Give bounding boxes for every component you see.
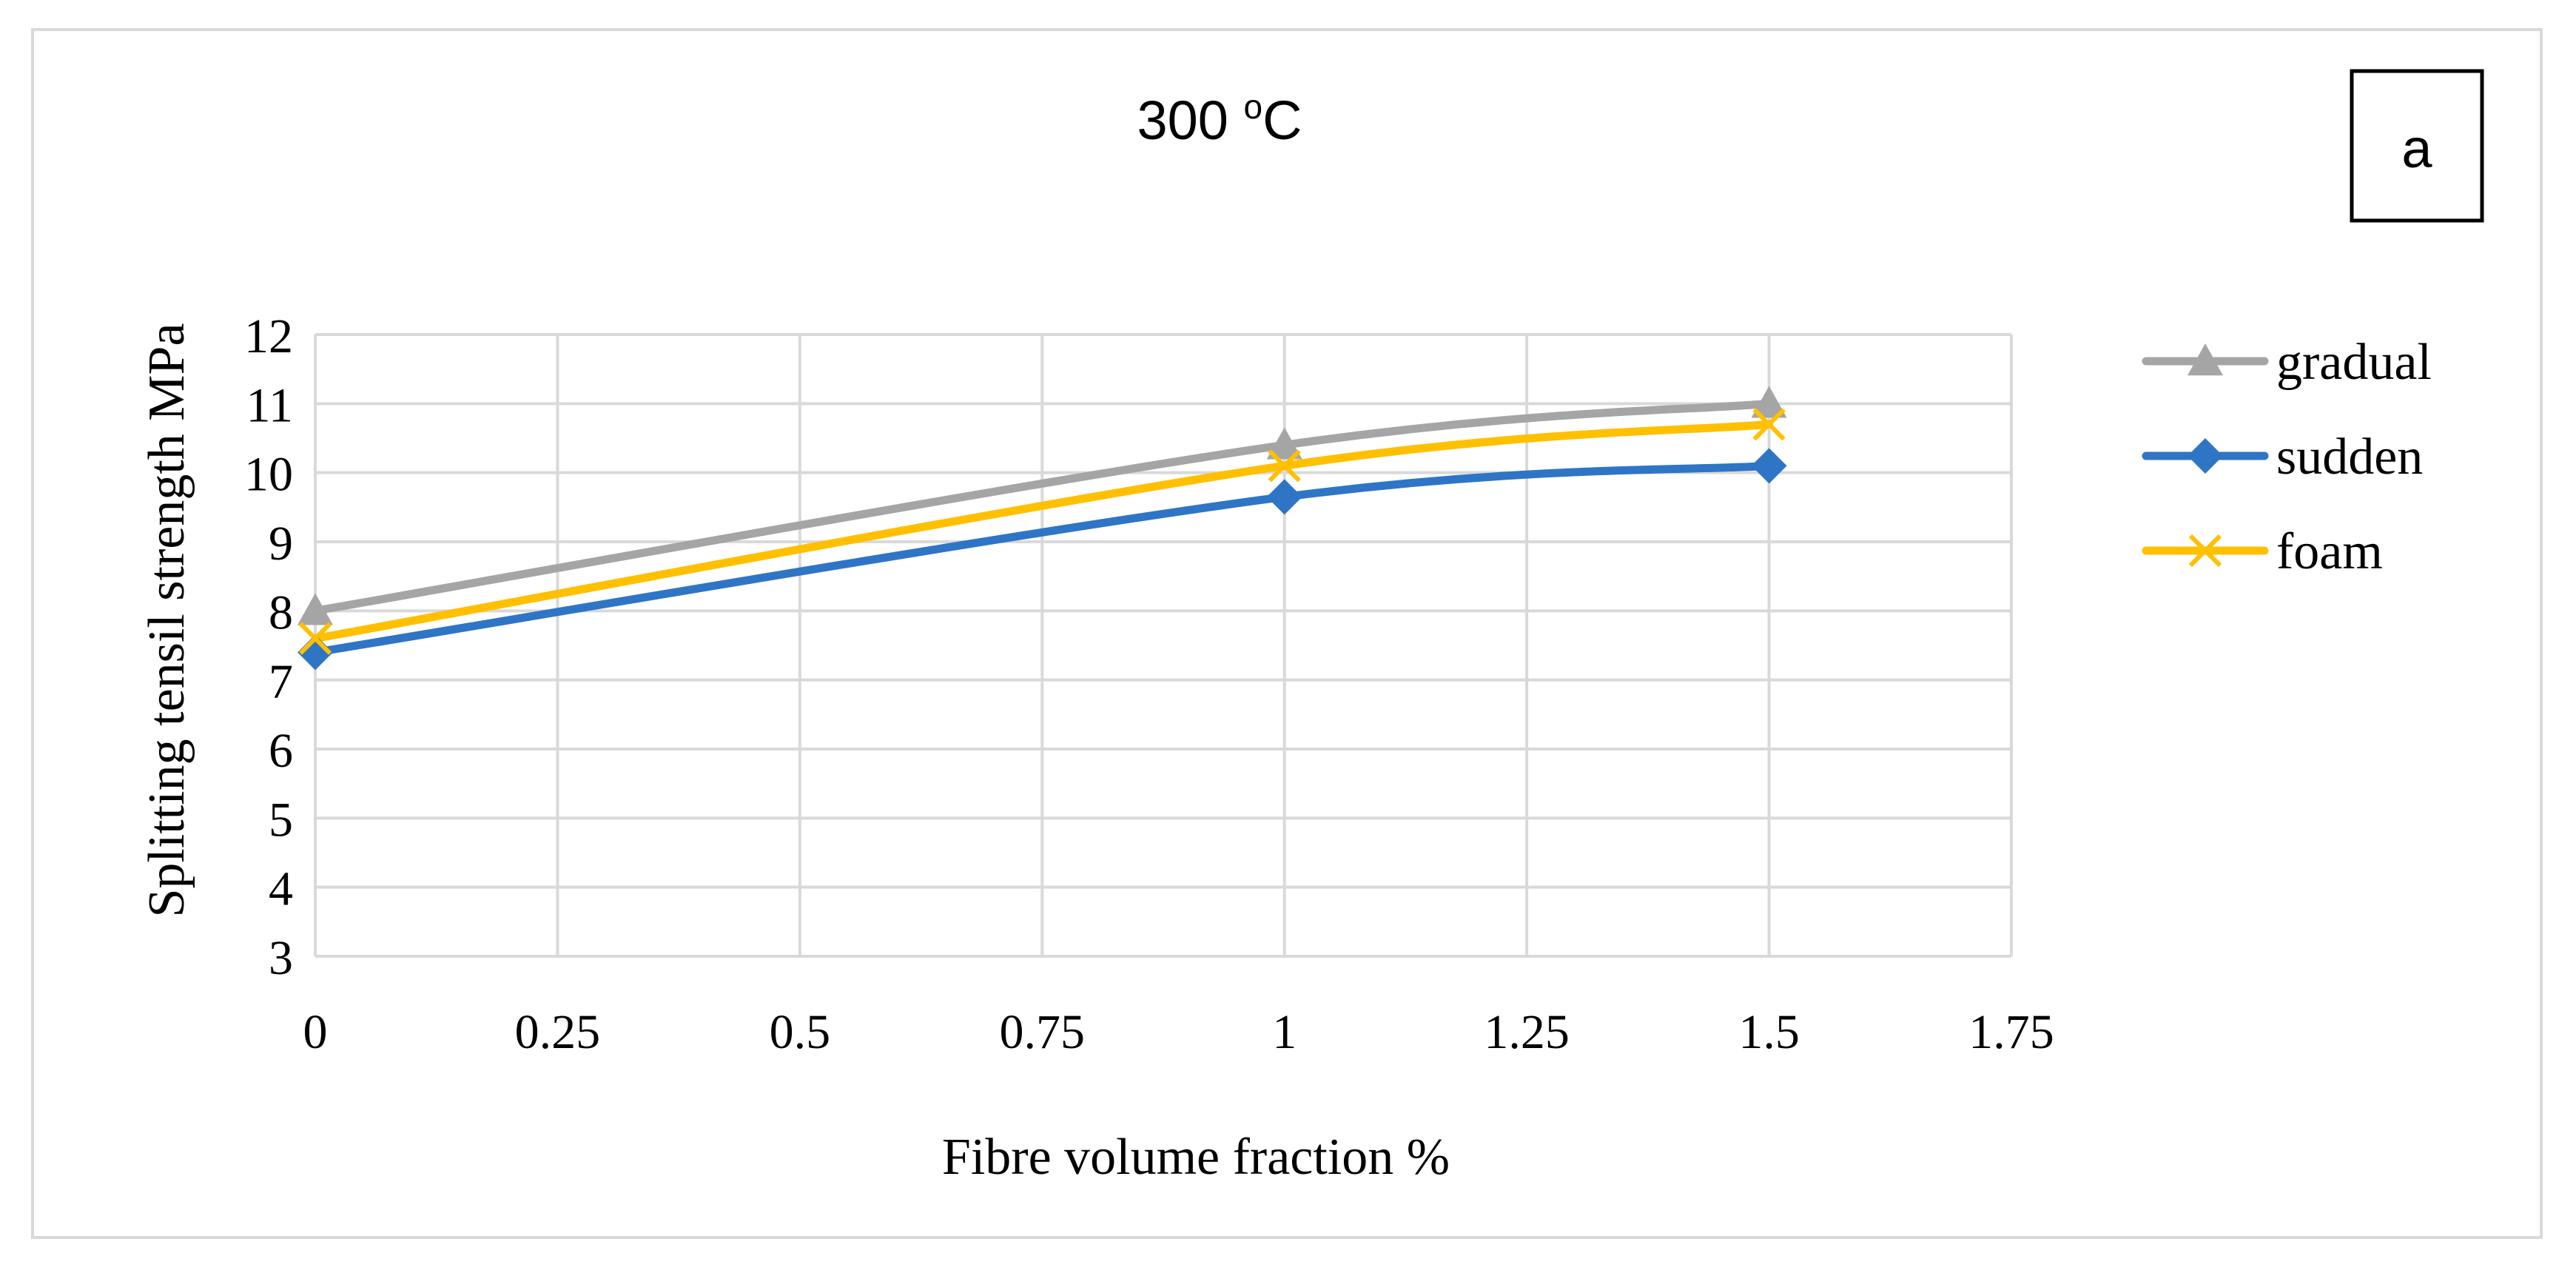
- chart-title: 300 oC: [1137, 87, 1302, 151]
- x-tick-label: 1.75: [1968, 1005, 2054, 1059]
- x-tick-label: 1: [1272, 1005, 1297, 1059]
- legend-label-foam: foam: [2276, 523, 2383, 580]
- y-tick-label: 6: [269, 724, 293, 778]
- point-sudden: [297, 634, 333, 671]
- point-gradual: [1751, 386, 1787, 418]
- point-gradual: [297, 593, 333, 625]
- series-markers: [297, 386, 1787, 671]
- tick-labels: 3 4 5 6 7 8 9 10 11 12 0 0.25 0.5 0.75 1 1.25 1.5 1.75: [244, 309, 2054, 1059]
- y-tick-label: 3: [269, 931, 293, 985]
- legend-label-gradual: gradual: [2276, 334, 2432, 391]
- legend-label-sudden: sudden: [2276, 429, 2423, 486]
- y-tick-label: 9: [269, 517, 293, 571]
- y-tick-label: 12: [244, 309, 293, 363]
- series-line-gradual: [311, 399, 1774, 615]
- y-tick-label: 7: [269, 655, 293, 709]
- chart-title-unit: C: [1262, 90, 1302, 151]
- legend-marker-gradual: [2187, 343, 2223, 376]
- series-lines: [311, 399, 1774, 657]
- panel-label-box: [2350, 69, 2484, 223]
- y-tick-label: 10: [244, 448, 293, 502]
- point-sudden: [1266, 479, 1302, 515]
- x-tick-label: 0.5: [770, 1005, 831, 1059]
- point-foam: [298, 622, 332, 655]
- legend-marker-sudden: [2187, 438, 2223, 474]
- series-line-sudden: [311, 461, 1774, 657]
- chart-title-main: 300: [1137, 90, 1243, 151]
- point-gradual: [1266, 427, 1302, 460]
- y-tick-label: 11: [246, 378, 293, 432]
- x-tick-label: 1.5: [1738, 1005, 1800, 1059]
- legend-marker-foam: [2188, 534, 2222, 568]
- y-axis-label: Splitting tensil strength MPa: [138, 323, 195, 917]
- legend: gradual sudden foam: [2142, 334, 2432, 580]
- point-sudden: [1751, 448, 1787, 484]
- chart-title-degree: o: [1243, 87, 1262, 126]
- x-tick-label: 1.25: [1484, 1005, 1570, 1059]
- x-tick-label: 0.25: [515, 1005, 601, 1059]
- y-tick-label: 5: [269, 793, 293, 847]
- x-axis-label: Fibre volume fraction %: [942, 1129, 1450, 1186]
- series-line-foam: [311, 420, 1774, 643]
- point-foam: [1268, 449, 1301, 483]
- x-tick-label: 0.75: [1000, 1005, 1086, 1059]
- panel-label: a: [2401, 118, 2432, 179]
- x-tick-label: 0: [303, 1005, 328, 1059]
- y-tick-label: 4: [269, 862, 293, 916]
- y-tick-label: 8: [269, 585, 293, 639]
- point-foam: [1752, 408, 1786, 441]
